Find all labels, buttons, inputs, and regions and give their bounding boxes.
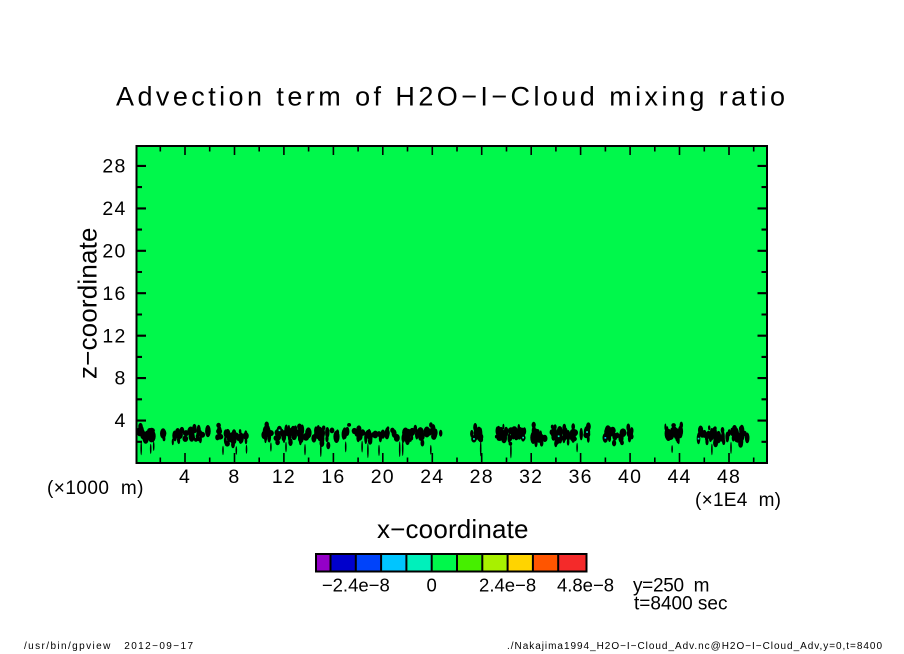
- svg-text:z−coordinate: z−coordinate: [73, 228, 103, 380]
- svg-text:24: 24: [102, 198, 126, 220]
- svg-text:12: 12: [272, 466, 296, 488]
- svg-text:28: 28: [102, 156, 126, 178]
- svg-text:48: 48: [717, 466, 741, 488]
- svg-text:./Nakajima1994_H2O−I−Cloud_Adv: ./Nakajima1994_H2O−I−Cloud_Adv.nc@H2O−I−…: [507, 641, 882, 652]
- svg-text:40: 40: [618, 466, 642, 488]
- svg-text:8: 8: [114, 368, 126, 390]
- svg-text:20: 20: [371, 466, 395, 488]
- svg-text:16: 16: [102, 283, 126, 305]
- svg-text:−2.4e−8: −2.4e−8: [322, 575, 390, 596]
- svg-text:/usr/bin/gpview 2012−09−17: /usr/bin/gpview 2012−09−17: [24, 641, 193, 652]
- svg-text:20: 20: [102, 240, 126, 262]
- svg-text:12: 12: [102, 325, 126, 347]
- svg-text:16: 16: [321, 466, 345, 488]
- svg-text:44: 44: [667, 466, 691, 488]
- svg-text:(×1E4 m): (×1E4 m): [695, 490, 781, 511]
- svg-text:(×1000 m): (×1000 m): [47, 478, 144, 499]
- svg-text:8: 8: [228, 466, 240, 488]
- svg-text:x−coordinate: x−coordinate: [377, 514, 529, 544]
- svg-text:24: 24: [420, 466, 444, 488]
- svg-text:0: 0: [427, 575, 437, 596]
- svg-text:4: 4: [114, 410, 126, 432]
- svg-text:36: 36: [569, 466, 593, 488]
- svg-text:y=250 m: y=250 m: [633, 576, 710, 597]
- svg-text:4: 4: [179, 466, 191, 488]
- svg-text:32: 32: [519, 466, 543, 488]
- svg-text:2.4e−8: 2.4e−8: [479, 575, 536, 596]
- svg-text:28: 28: [470, 466, 494, 488]
- svg-text:t=8400 sec: t=8400 sec: [634, 594, 728, 615]
- svg-text:4.8e−8: 4.8e−8: [557, 575, 614, 596]
